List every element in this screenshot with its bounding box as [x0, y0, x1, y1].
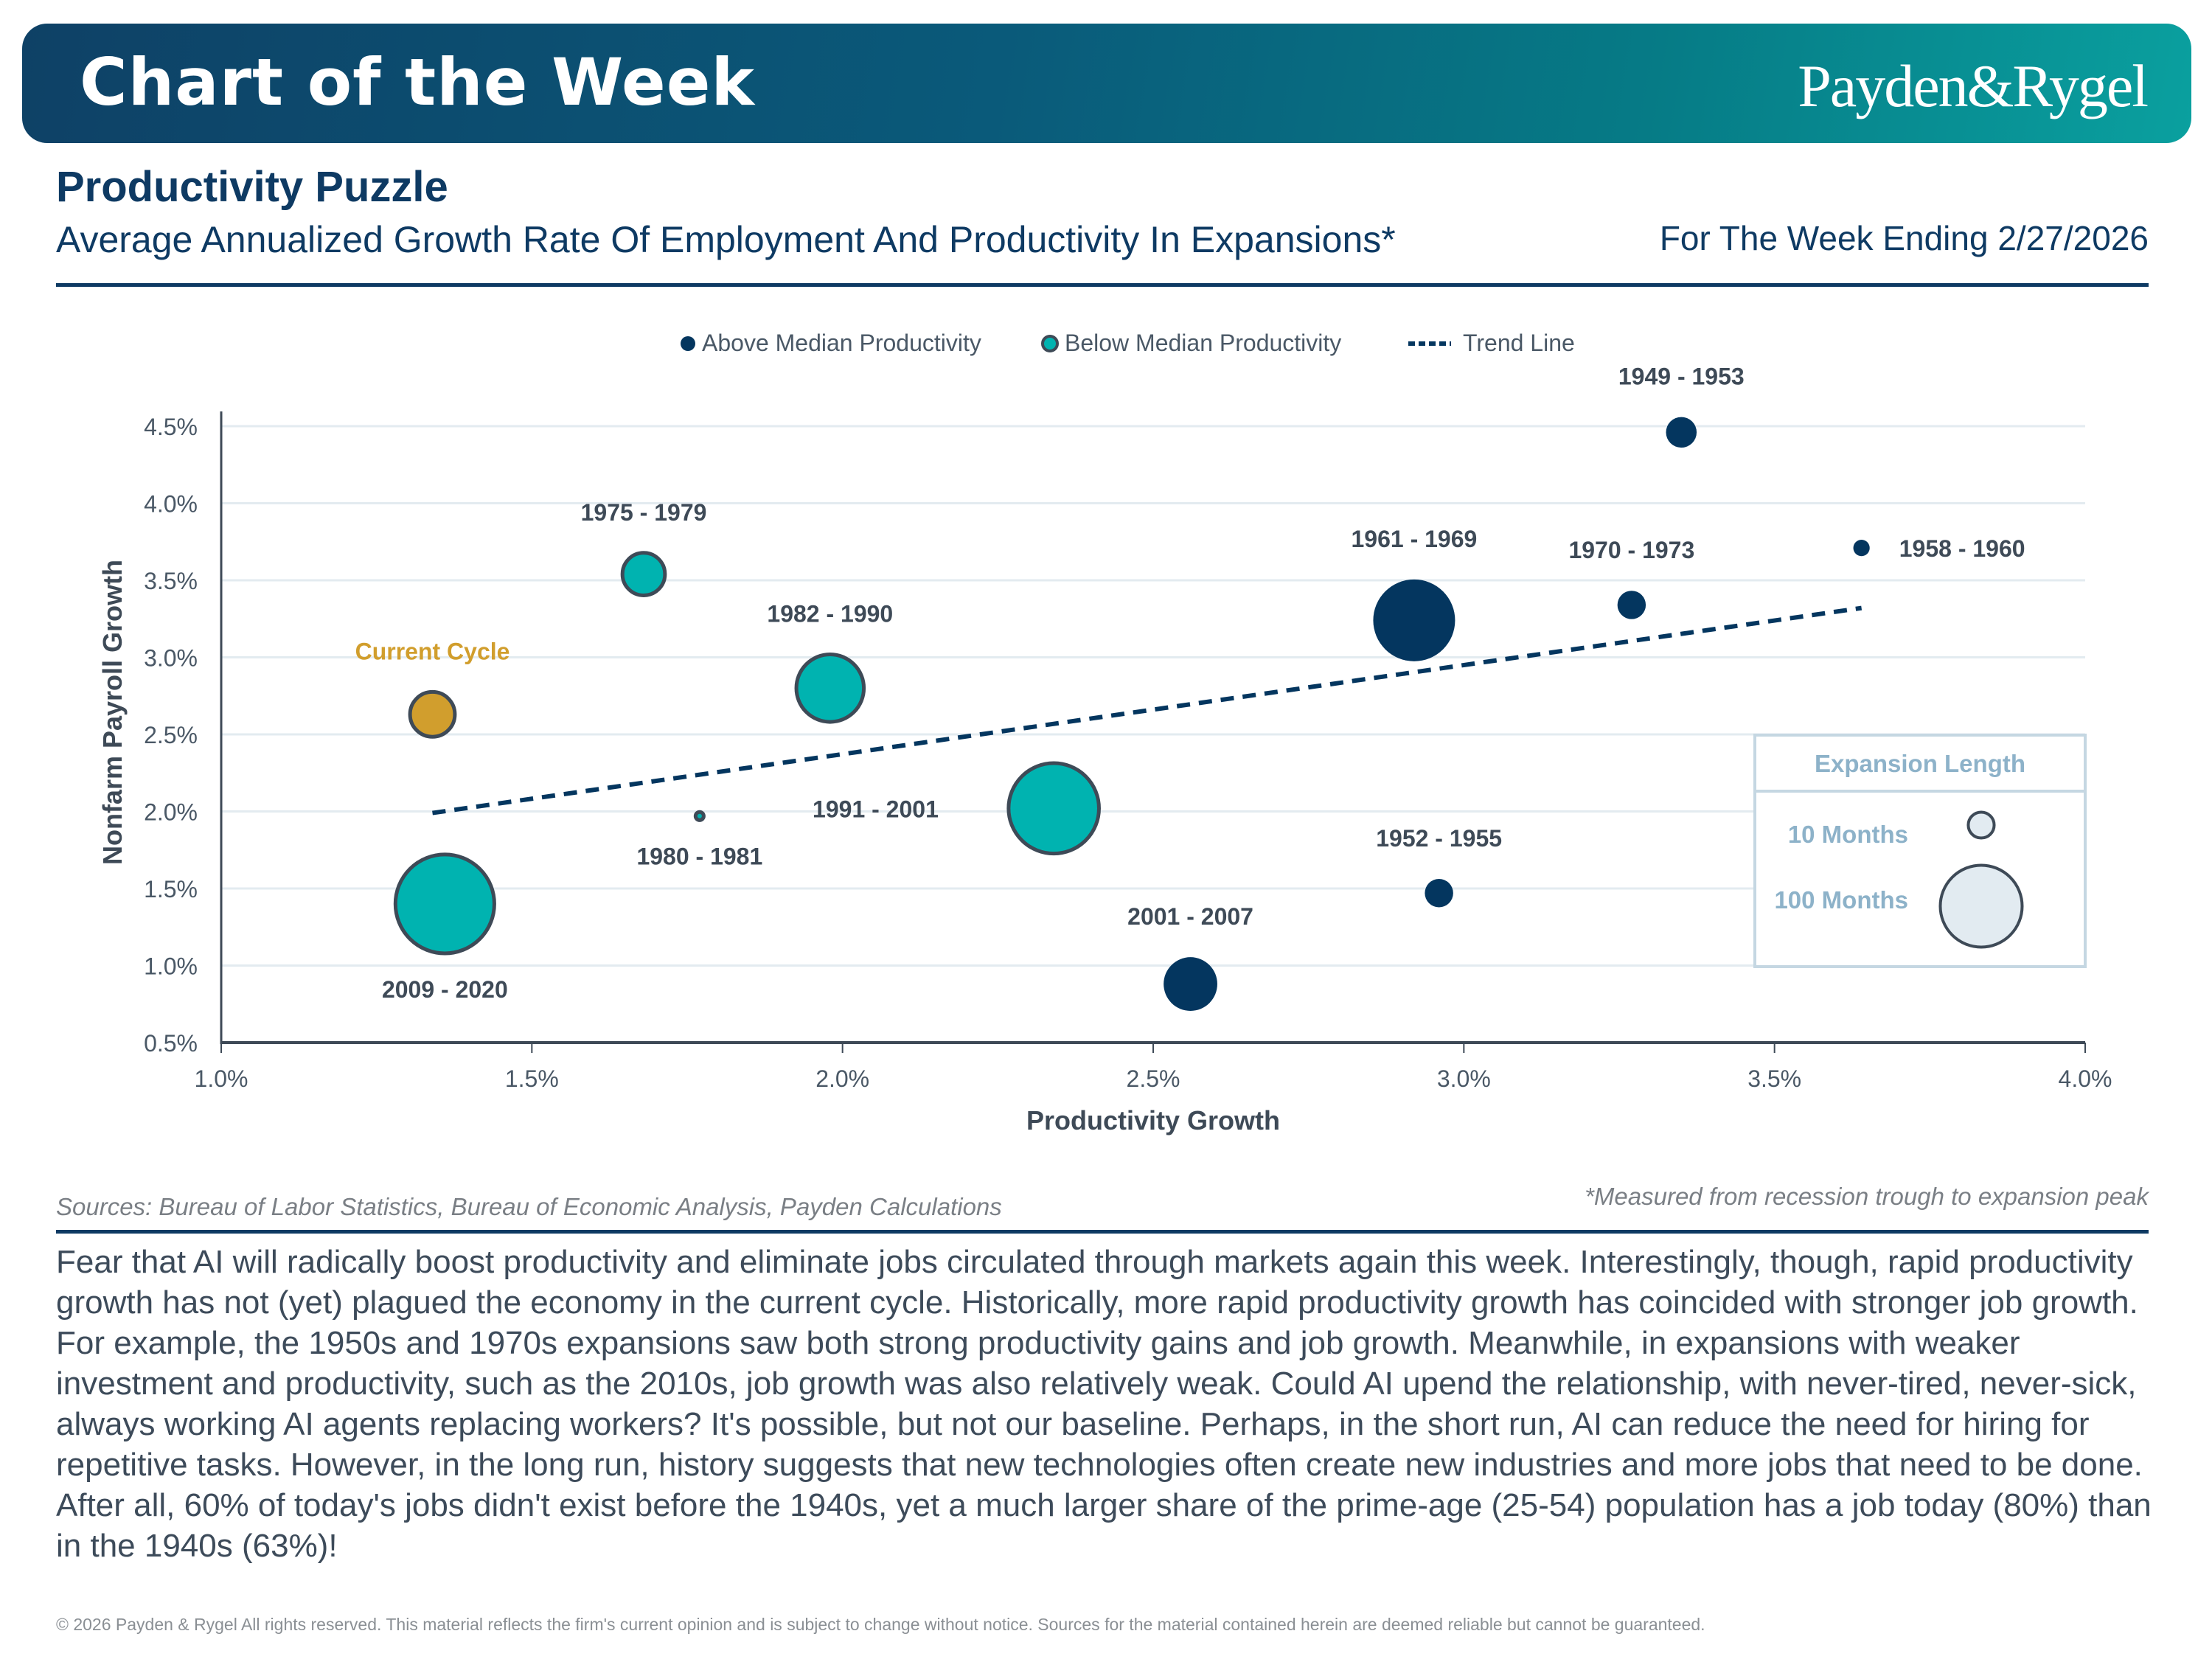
size-legend-title: Expansion Length	[1815, 750, 2025, 777]
bubble-label: 1982 - 1990	[767, 601, 893, 627]
y-tick-label: 3.0%	[144, 645, 198, 672]
bubble-label: 1975 - 1979	[581, 499, 707, 526]
trend-line	[432, 605, 1863, 815]
bubble-label: 2009 - 2020	[382, 976, 508, 1003]
header-banner: Chart of the Week Payden&Rygel	[22, 24, 2191, 143]
bubble-label: 1980 - 1981	[636, 843, 762, 869]
bubble-1982-1990	[794, 653, 866, 724]
x-tick-label: 2.5%	[1127, 1065, 1180, 1092]
bubble-2009-2020	[393, 852, 496, 956]
x-tick-label: 1.0%	[195, 1065, 248, 1092]
bubble-2001-2007	[1164, 957, 1217, 1011]
size-legend: Expansion Length 10 Months 100 Months	[1753, 734, 2087, 968]
commentary-text: Fear that AI will radically boost produc…	[56, 1244, 2152, 1564]
bubble-label: 1961 - 1969	[1352, 526, 1478, 552]
y-tick-label: 2.5%	[144, 722, 198, 748]
y-axis-title: Nonfarm Payroll Growth	[97, 560, 128, 865]
size-legend-label-large: 100 Months	[1774, 886, 1908, 914]
bubbles	[393, 417, 1870, 1011]
x-tick-label: 2.0%	[815, 1065, 869, 1092]
y-tick-label: 3.5%	[144, 568, 198, 594]
bubble-label: 1958 - 1960	[1899, 535, 2025, 562]
company-logo: Payden&Rygel	[1798, 52, 2149, 119]
size-legend-label-small: 10 Months	[1788, 821, 1908, 848]
y-tick-label: 2.0%	[144, 799, 198, 826]
legend-marker-below	[1041, 335, 1059, 352]
bubble-label: 2001 - 2007	[1127, 903, 1253, 930]
y-tick-label: 1.0%	[144, 953, 198, 980]
size-legend-box	[1753, 734, 2087, 968]
bubble-labels: Current Cycle 2009 - 2020 1975 - 1979 1980 …	[355, 364, 2025, 1003]
bubble-label: Current Cycle	[355, 638, 510, 664]
y-tick-label: 0.5%	[144, 1030, 198, 1057]
bubble-label: 1949 - 1953	[1618, 364, 1745, 390]
legend-label-below: Below Median Productivity	[1065, 330, 1341, 356]
y-tick-label: 4.5%	[144, 414, 198, 440]
x-axis-title: Productivity Growth	[1026, 1105, 1280, 1135]
bubble-1961-1969	[1373, 579, 1455, 661]
page-title: Productivity Puzzle	[56, 163, 448, 211]
bubble-1949-1953	[1666, 417, 1697, 448]
footer-divider	[56, 1230, 2149, 1234]
bubble-1970-1973	[1617, 591, 1646, 619]
size-legend-bubble-large	[1938, 863, 2024, 949]
chart-subtitle: Average Annualized Growth Rate Of Employ…	[56, 219, 1396, 260]
banner-title: Chart of the Week	[80, 44, 755, 120]
legend-label-trend: Trend Line	[1463, 330, 1575, 356]
x-tick-label: 3.5%	[1747, 1065, 1801, 1092]
bubble-label: 1952 - 1955	[1376, 825, 1502, 852]
legend: Above Median Productivity Below Median Pr…	[681, 330, 1575, 356]
trend-line-group	[432, 605, 1863, 815]
axes: 0.5% 1.0% 1.5% 2.0% 2.5% 3.0% 3.5% 4.0% 4.5% 1.0%…	[97, 411, 2112, 1135]
bubble-1991-2001	[1006, 761, 1101, 856]
bubble-currentcycle	[408, 689, 457, 739]
bubble-1980-1981	[693, 810, 706, 822]
footnote: *Measured from recession trough to expan…	[1585, 1183, 2149, 1210]
x-tick-label: 1.5%	[505, 1065, 559, 1092]
bubble-1975-1979	[620, 551, 667, 597]
bubble-1958-1960	[1853, 540, 1870, 557]
y-tick-label: 1.5%	[144, 876, 198, 902]
x-tick-label: 3.0%	[1437, 1065, 1491, 1092]
y-tick-label: 4.0%	[144, 491, 198, 518]
week-ending-date: For The Week Ending 2/27/2026	[1659, 219, 2149, 257]
bubble-label: 1970 - 1973	[1568, 537, 1694, 563]
legend-marker-above	[681, 336, 695, 351]
grid-lines	[221, 425, 2085, 967]
bubble-label: 1991 - 2001	[813, 796, 939, 822]
size-legend-bubble-small	[1966, 810, 1996, 840]
bubble-1952-1955	[1425, 879, 1453, 908]
bubble-chart: 0.5% 1.0% 1.5% 2.0% 2.5% 3.0% 3.5% 4.0% 4.5% 1.0%…	[97, 330, 2112, 1135]
x-tick-label: 4.0%	[2059, 1065, 2112, 1092]
header-divider	[56, 283, 2149, 287]
disclaimer: © 2026 Payden & Rygel All rights reserve…	[56, 1615, 1705, 1634]
legend-label-above: Above Median Productivity	[702, 330, 981, 356]
sources-note: Sources: Bureau of Labor Statistics, Bur…	[56, 1193, 1002, 1220]
